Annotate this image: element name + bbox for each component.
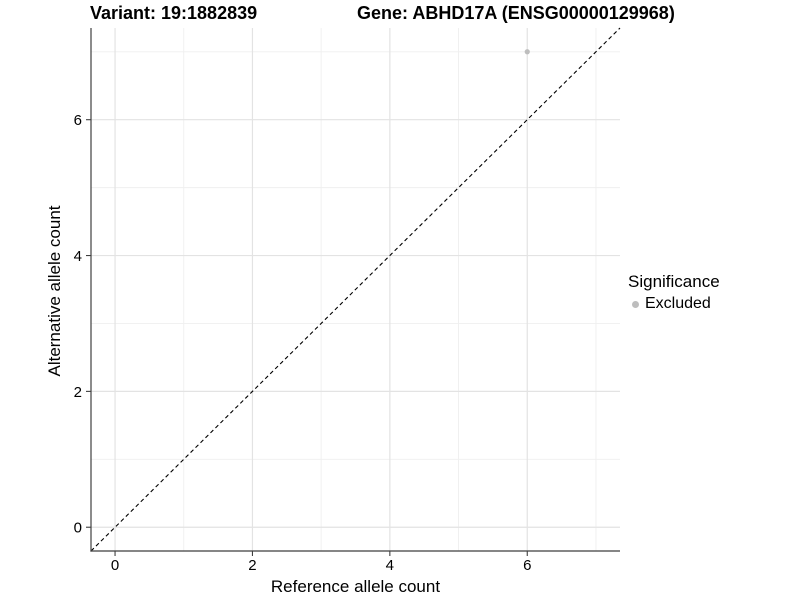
x-tick-label: 2 xyxy=(248,557,256,574)
identity-reference-line xyxy=(90,27,621,552)
legend: Significance Excluded xyxy=(628,272,720,313)
plot-title-gene: Gene: ABHD17A (ENSG00000129968) xyxy=(357,3,675,23)
y-tick-label: 0 xyxy=(74,520,82,537)
legend-item-label: Excluded xyxy=(645,295,711,312)
x-tick-label: 6 xyxy=(523,557,531,574)
data-point-excluded xyxy=(524,49,530,55)
x-tick-label: 4 xyxy=(386,557,394,574)
y-tick-label: 4 xyxy=(74,248,82,265)
legend-item-excluded: Excluded xyxy=(628,295,720,313)
legend-title: Significance xyxy=(628,272,720,291)
legend-point-marker-icon xyxy=(632,300,639,308)
plot-title-variant: Variant: 19:1882839 xyxy=(90,3,258,23)
y-axis-label: Alternative allele count xyxy=(45,205,64,377)
y-tick-label: 2 xyxy=(74,384,82,401)
x-axis-label: Reference allele count xyxy=(270,577,441,596)
x-tick-label: 0 xyxy=(111,557,119,574)
y-tick-label: 6 xyxy=(74,112,82,129)
